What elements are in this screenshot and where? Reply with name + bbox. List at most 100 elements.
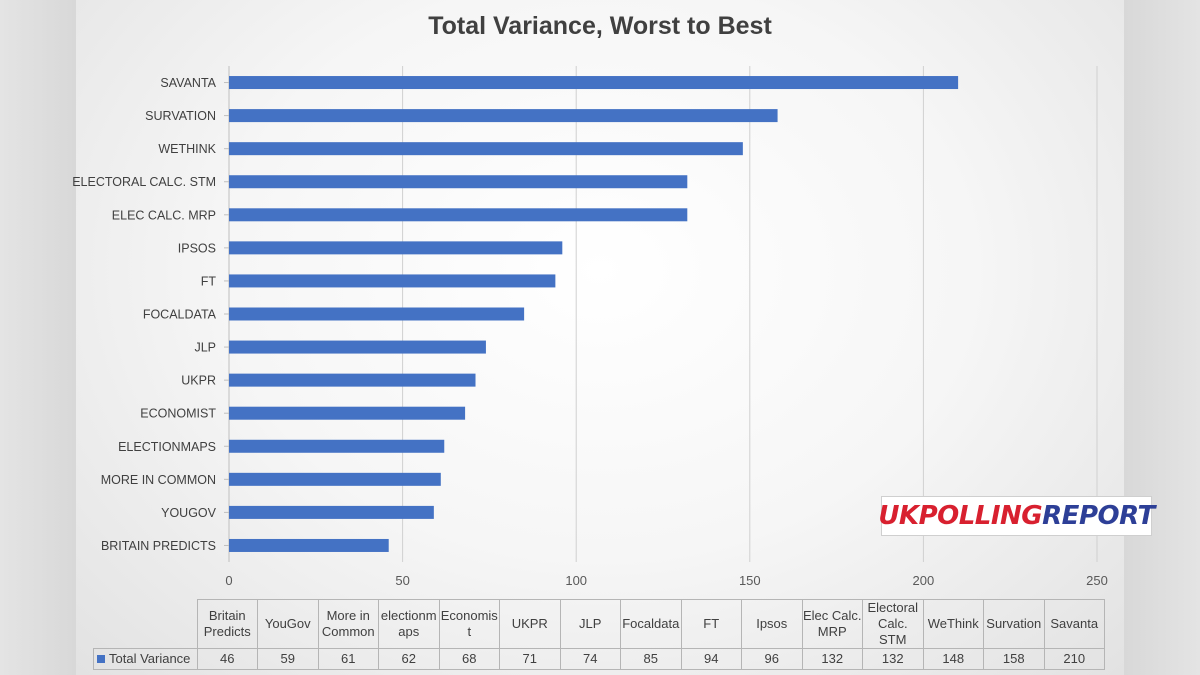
data-table-value-cell: 96 — [741, 648, 803, 670]
y-tick-label-survation: SURVATION — [145, 109, 216, 123]
data-table-header-text: Predicts — [203, 624, 251, 639]
data-table-header-text: Focaldata — [622, 616, 680, 631]
y-tick-label-yougov: YOUGOV — [161, 506, 217, 520]
data-table-header-text: Savanta — [1050, 616, 1099, 631]
bar-ukpr — [229, 373, 476, 387]
data-table-value-cell: 85 — [620, 648, 682, 670]
x-tick-label-100: 100 — [565, 573, 587, 588]
data-table-header-cell: YouGov — [257, 599, 319, 649]
y-tick-label-more-in-common: MORE IN COMMON — [101, 473, 216, 487]
x-tick-label-150: 150 — [739, 573, 761, 588]
data-table-header-cell: Electoral Calc. STM — [862, 599, 924, 649]
data-table-header-text: Common — [321, 624, 375, 639]
data-table-header-text: FT — [703, 616, 720, 631]
data-table-header-text: t — [467, 624, 472, 639]
data-table-header-cell: Ipsos — [741, 599, 803, 649]
data-table-header-cell: electionm aps — [378, 599, 440, 649]
y-tick-label-economist: ECONOMIST — [140, 407, 216, 421]
y-tick-label-britain-predicts: BRITAIN PREDICTS — [101, 539, 216, 553]
data-table-header-text: electionm — [380, 608, 437, 623]
bar-chart: 0 50 100 150 200 250 BRITAIN PREDICTS YOUGOV MOR… — [72, 66, 1108, 588]
series-name: Total Variance — [109, 651, 191, 666]
bar-ipsos — [229, 241, 563, 255]
data-table-header-text: Survation — [986, 616, 1042, 631]
right-border — [1124, 0, 1200, 675]
data-table-header-text: YouGov — [264, 616, 311, 631]
bar-electoral-calc-stm — [229, 175, 688, 189]
data-table-header-cell: Britain Predicts — [196, 599, 258, 649]
x-tick-label-200: 200 — [913, 573, 935, 588]
logo-part-polling: POLLING — [918, 501, 1043, 531]
data-table-header-cell: Elec Calc. MRP — [801, 599, 863, 649]
y-tick-label-jlp: JLP — [194, 341, 216, 355]
data-table-header-cell: Economis t — [438, 599, 500, 649]
data-table-header-text: Elec Calc. — [802, 608, 862, 623]
data-table-header-text: JLP — [579, 616, 602, 631]
bar-economist — [229, 406, 466, 420]
data-table-header-text: aps — [398, 624, 420, 639]
x-tick-label-50: 50 — [395, 573, 409, 588]
legend-swatch — [97, 654, 105, 663]
data-table-header-text: WeThink — [927, 616, 979, 631]
data-table-value-cell: 61 — [317, 648, 379, 670]
data-table-value-cell: 62 — [378, 648, 440, 670]
data-table-header-cell: FT — [680, 599, 742, 649]
data-table-value-cell: 71 — [499, 648, 561, 670]
data-table-header-text: Calc. STM — [877, 616, 908, 647]
uk-polling-report-logo: UK POLLING REPORT — [878, 496, 1155, 536]
left-border — [0, 0, 76, 675]
data-table: Britain Predicts YouGov More in Common electi… — [93, 599, 1105, 670]
data-table-value-cell: 59 — [257, 648, 319, 670]
data-table-header-text: Economis — [440, 608, 498, 623]
data-table-header-text: More in — [326, 608, 370, 623]
chart-title: Total Variance, Worst to Best — [428, 12, 772, 40]
data-table-series-label: Total Variance — [93, 648, 198, 670]
data-table-header-text: UKPR — [511, 616, 548, 631]
bar-jlp — [229, 340, 486, 354]
data-table-value-cell: 132 — [801, 648, 863, 670]
bar-ft — [229, 274, 556, 288]
data-table-value-cell: 132 — [862, 648, 924, 670]
data-table-value-cell: 68 — [438, 648, 500, 670]
bar-survation — [229, 109, 778, 123]
y-tick-label-electoral-calc-stm: ELECTORAL CALC. STM — [72, 175, 216, 189]
data-table-header-cell: UKPR — [499, 599, 561, 649]
bar-wethink — [229, 142, 743, 156]
y-tick-label-savanta: SAVANTA — [160, 76, 216, 90]
data-table-value-cell: 46 — [196, 648, 258, 670]
y-tick-label-electionmaps: ELECTIONMAPS — [118, 440, 216, 454]
data-table-value-cell: 74 — [559, 648, 621, 670]
data-table-header-row: Britain Predicts YouGov More in Common electi… — [94, 599, 1105, 649]
y-tick-label-focaldata: FOCALDATA — [143, 308, 217, 322]
bar-more-in-common — [229, 472, 441, 486]
y-tick-label-wethink: WETHINK — [158, 142, 216, 156]
data-table-header-cell: Focaldata — [620, 599, 682, 649]
data-table-value-cell: 94 — [680, 648, 742, 670]
y-tick-label-ipsos: IPSOS — [178, 241, 216, 255]
bar-savanta — [229, 76, 959, 90]
data-table-value-cell: 158 — [983, 648, 1045, 670]
bar-focaldata — [229, 307, 525, 321]
bar-britain-predicts — [229, 538, 389, 552]
data-table-header-text: Electoral — [867, 600, 919, 615]
bar-elec-calc-mrp — [229, 208, 688, 222]
data-table-value-cell: 210 — [1043, 648, 1105, 670]
data-table-value-cell: 148 — [922, 648, 984, 670]
data-table-value-row: Total Variance 46 59 61 62 68 71 74 85 94 96 132 13… — [93, 648, 1105, 670]
y-tick-label-ukpr: UKPR — [181, 374, 216, 388]
bar-yougov — [229, 505, 434, 519]
logo-part-uk: UK — [878, 501, 919, 531]
data-table-header-cell: JLP — [559, 599, 621, 649]
data-table-corner — [94, 600, 198, 649]
data-table-header-text: MRP — [817, 624, 847, 639]
logo-part-report: REPORT — [1042, 501, 1155, 531]
x-tick-label-250: 250 — [1086, 573, 1108, 588]
data-table-header-text: Britain — [208, 608, 246, 623]
data-table-header-cell: WeThink — [922, 599, 984, 649]
y-tick-label-elec-calc-mrp: ELEC CALC. MRP — [112, 208, 216, 222]
data-table-header-cell: More in Common — [317, 599, 379, 649]
x-tick-label-0: 0 — [225, 573, 232, 588]
data-table-header-cell: Survation — [983, 599, 1045, 649]
bar-electionmaps — [229, 439, 445, 453]
y-tick-label-ft: FT — [201, 274, 217, 288]
